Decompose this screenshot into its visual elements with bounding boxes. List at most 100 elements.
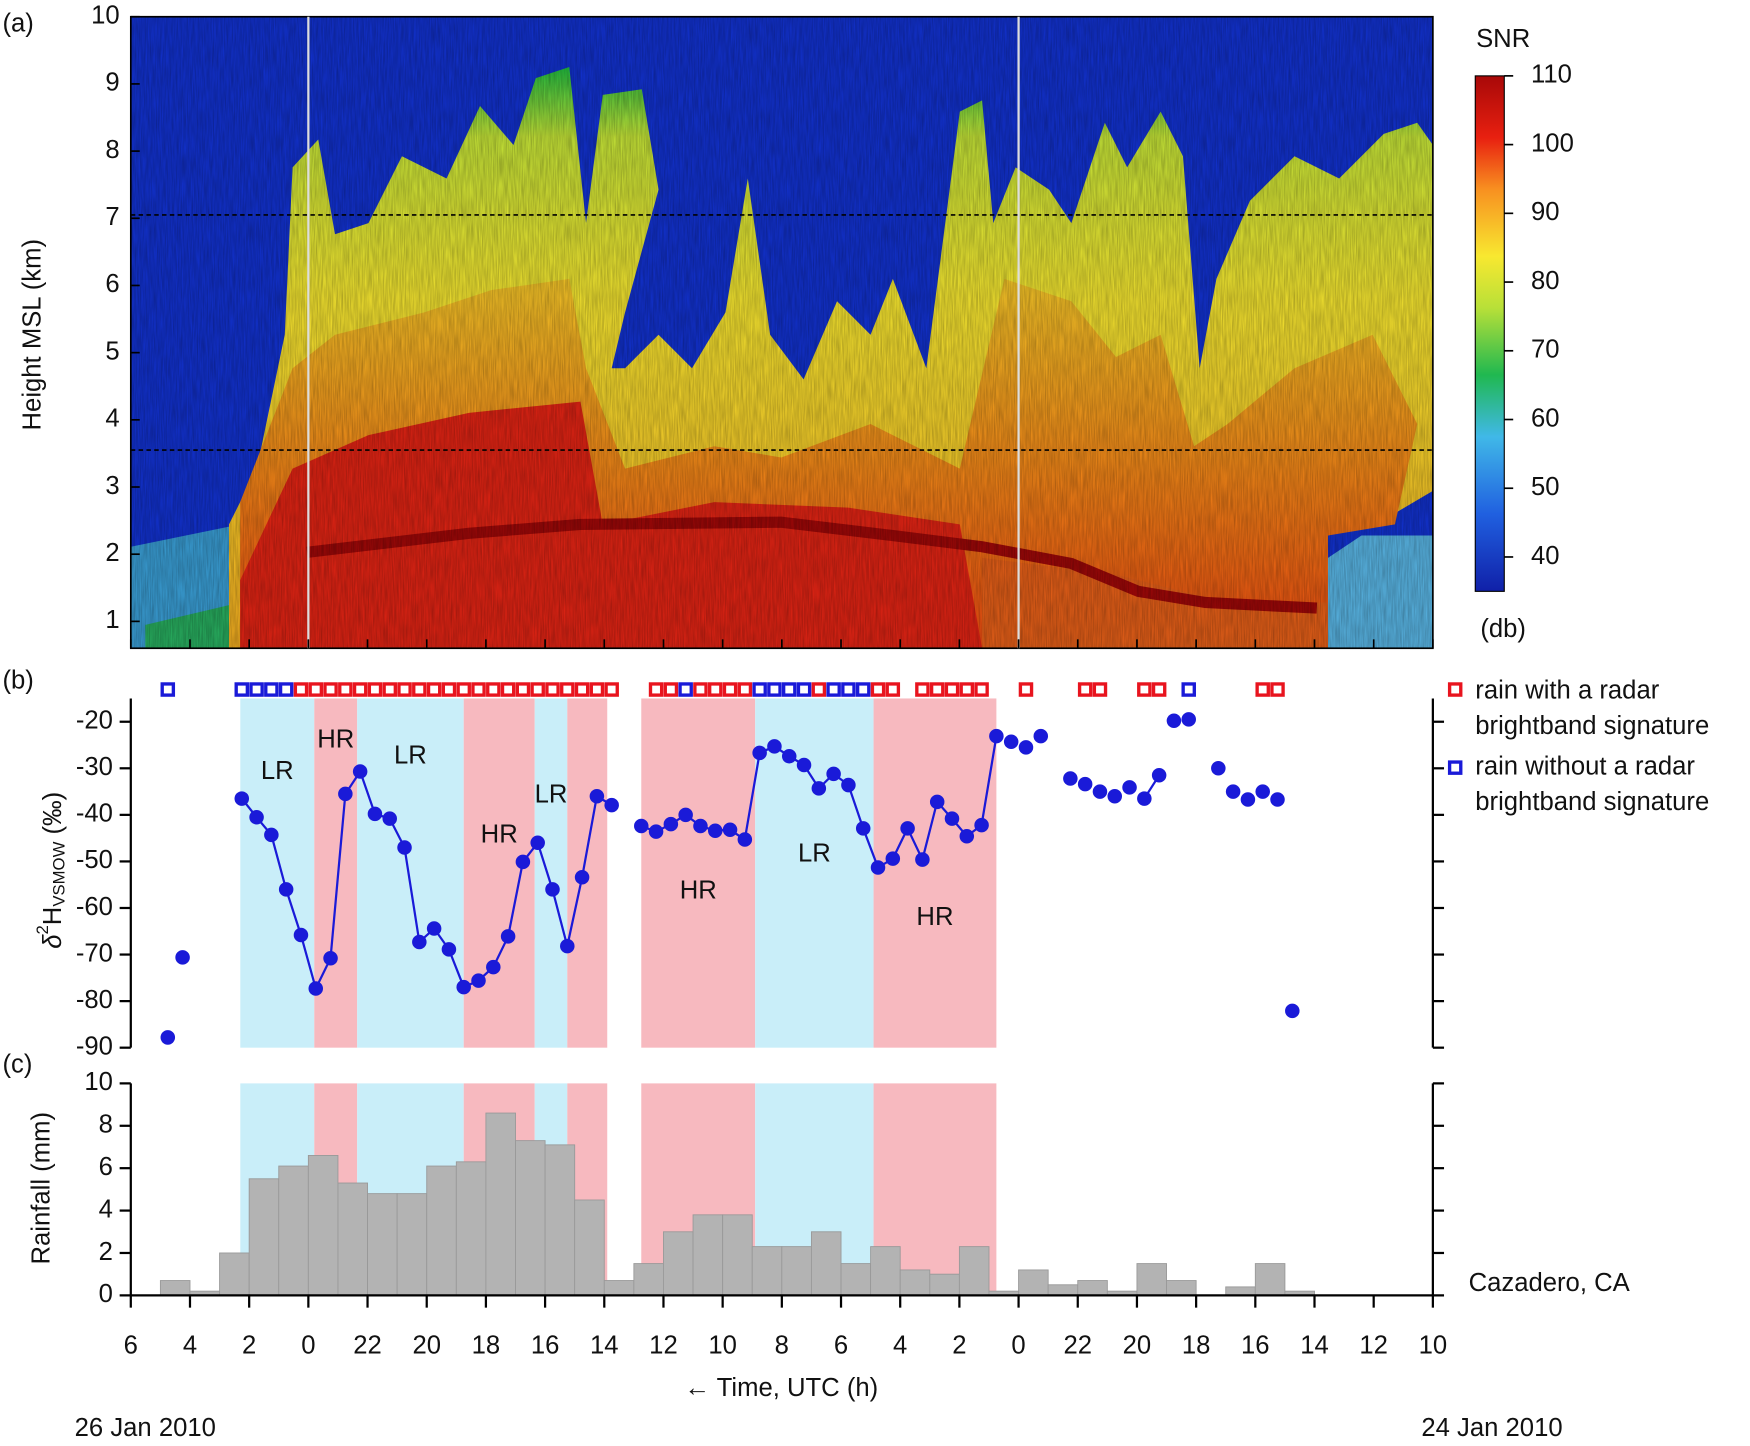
- brightband-marker: [781, 682, 797, 697]
- brightband-marker: [160, 682, 176, 697]
- date-label: 26 Jan 2010: [75, 1414, 216, 1442]
- brightband-marker: [752, 682, 767, 697]
- legend-text: rain with a radar brightband signature: [1475, 675, 1710, 740]
- y-axis-label-part: δ: [39, 934, 67, 949]
- isotope-point: [234, 791, 250, 806]
- x-axis-label: ← Time, UTC (h): [684, 1374, 878, 1402]
- isotope-point: [900, 821, 915, 836]
- y-axis-label: Rainfall (mm): [27, 1112, 55, 1265]
- brightband-marker: [915, 682, 930, 697]
- brightband-marker: [1270, 682, 1285, 697]
- x-tick-label: 10: [708, 1331, 737, 1359]
- x-tick-label: 6: [124, 1331, 138, 1359]
- isotope-point: [781, 748, 797, 764]
- isotope-point: [648, 824, 664, 839]
- regime-band: [873, 698, 997, 1048]
- isotope-point: [663, 816, 679, 832]
- x-tick-label: 4: [893, 1331, 907, 1359]
- x-tick-label: 0: [1011, 1331, 1025, 1359]
- y-tick-label: 6: [105, 270, 119, 298]
- brightband-marker: [826, 682, 841, 697]
- y-tick-label: 5: [105, 337, 119, 365]
- brightband-marker: [338, 682, 353, 697]
- isotope-point: [1137, 791, 1152, 806]
- y-tick-label: -70: [76, 939, 113, 967]
- y-tick-label: 10: [91, 2, 120, 30]
- brightband-marker: [545, 682, 560, 697]
- brightband-marker: [944, 682, 960, 697]
- isotope-point: [989, 728, 1004, 744]
- isotope-point: [397, 840, 412, 855]
- y-tick-label: 7: [105, 203, 119, 231]
- isotope-point: [915, 852, 930, 867]
- brightband-marker: [441, 682, 457, 697]
- isotope-point: [870, 860, 886, 875]
- isotope-point: [486, 959, 501, 975]
- isotope-point: [249, 809, 264, 825]
- brightband-marker: [323, 682, 338, 697]
- isotope-point: [1211, 761, 1226, 776]
- isotope-point: [885, 851, 901, 866]
- brightband-marker: [486, 682, 501, 697]
- brightband-marker: [929, 682, 945, 697]
- x-tick-label: 0: [301, 1331, 315, 1359]
- rain-bar: [337, 1182, 368, 1296]
- brightband-marker: [589, 682, 605, 697]
- y-tick-label: 8: [99, 1111, 113, 1139]
- rain-bar: [367, 1193, 398, 1296]
- rain-bar: [692, 1214, 724, 1296]
- regime-band: [463, 698, 535, 1048]
- rain-bar: [574, 1199, 605, 1296]
- x-tick-label: 14: [590, 1331, 619, 1359]
- brightband-marker: [959, 682, 975, 697]
- panel-label: (c): [2, 1050, 32, 1078]
- brightband-marker: [234, 682, 250, 697]
- isotope-point: [693, 818, 708, 834]
- y-tick-label: -80: [76, 986, 113, 1014]
- isotope-point: [604, 797, 619, 813]
- regime-label: HR: [481, 820, 518, 848]
- isotope-point: [530, 835, 545, 851]
- regime-label: HR: [317, 726, 354, 754]
- rain-bar: [1077, 1280, 1108, 1296]
- rain-bar: [485, 1112, 516, 1296]
- x-tick-label: 18: [1182, 1331, 1211, 1359]
- regime-label: LR: [535, 780, 568, 808]
- rain-bar: [722, 1214, 753, 1296]
- brightband-marker: [1137, 682, 1152, 697]
- x-tick-label: 2: [952, 1331, 966, 1359]
- y-tick-label: 4: [105, 405, 119, 433]
- rain-bar: [751, 1246, 783, 1296]
- rain-bar: [929, 1273, 960, 1296]
- isotope-point: [796, 757, 812, 773]
- rain-bar: [663, 1231, 694, 1296]
- isotope-point: [441, 942, 457, 957]
- y-tick-label: 2: [105, 539, 119, 567]
- isotope-point: [308, 981, 324, 996]
- y-axis-label-part: 2: [33, 925, 52, 934]
- y-tick-label: 3: [105, 472, 119, 500]
- rain-bar: [840, 1263, 872, 1296]
- x-tick-label: 22: [1063, 1331, 1092, 1359]
- isotope-point: [1181, 712, 1196, 727]
- brightband-marker: [1018, 682, 1034, 697]
- regime-label: LR: [798, 839, 831, 867]
- isotope-point: [855, 821, 871, 836]
- colorbar-tick-label: 100: [1531, 129, 1574, 157]
- brightband-marker: [471, 682, 486, 697]
- colorbar-tick-label: 60: [1531, 404, 1560, 432]
- brightband-marker: [412, 682, 427, 697]
- isotope-point: [1270, 792, 1285, 807]
- isotope-point: [545, 882, 560, 897]
- rain-bar: [810, 1231, 842, 1296]
- x-tick-label: 4: [183, 1331, 197, 1359]
- brightband-marker: [855, 682, 871, 697]
- isotope-point: [264, 827, 279, 843]
- isotope-point: [811, 781, 827, 796]
- isotope-point: [589, 788, 605, 804]
- brightband-marker: [278, 682, 294, 697]
- isotope-point: [1063, 771, 1078, 786]
- isotope-point: [1003, 734, 1019, 750]
- isotope-point: [737, 832, 753, 847]
- y-tick-label: 9: [105, 69, 119, 97]
